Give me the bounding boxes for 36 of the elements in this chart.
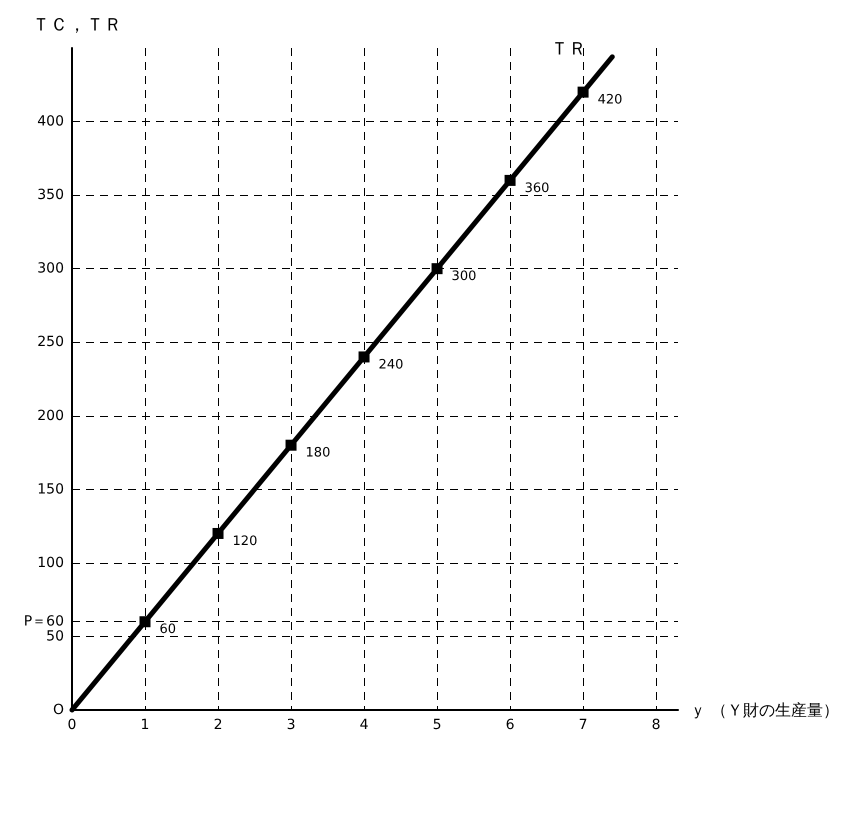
y-tick-label: 400 <box>37 114 64 130</box>
point <box>286 440 297 451</box>
x-tick-label: 2 <box>214 717 222 733</box>
data-label: 60 <box>160 622 176 638</box>
y-tick-label: 300 <box>37 260 64 277</box>
x-tick-label: 7 <box>578 717 588 733</box>
data-label: 240 <box>378 357 404 372</box>
y-tick-label: 250 <box>37 334 64 350</box>
y-tick-label: 100 <box>37 554 64 571</box>
x-tick-label: 6 <box>506 717 515 733</box>
y-tick-label: 50 <box>46 628 64 644</box>
data-label: 120 <box>232 534 258 549</box>
point <box>140 616 151 628</box>
y-tick-label: 200 <box>37 408 64 424</box>
data-label: 300 <box>452 269 476 284</box>
y-tick-label: 150 <box>37 481 64 498</box>
point <box>212 528 224 539</box>
x-tick-label: 1 <box>140 717 150 733</box>
x-tick-label: 5 <box>432 717 442 733</box>
x-tick-label: 8 <box>652 717 661 733</box>
data-label: 420 <box>598 92 622 108</box>
x-tick-label: 0 <box>68 717 76 733</box>
point <box>578 86 589 98</box>
x-axis-title: ｙ （Ｙ財の生産量） <box>690 700 840 720</box>
data-label: 180 <box>306 446 330 461</box>
point <box>432 263 443 274</box>
y-tick-label: O <box>52 702 64 718</box>
data-label: 360 <box>524 180 550 196</box>
point <box>504 174 516 186</box>
point <box>358 351 370 362</box>
y-tick-label: P＝60 <box>24 614 64 630</box>
series-label: ＴＲ <box>550 38 586 60</box>
y-axis-title: ＴＣ，ＴＲ <box>32 14 122 36</box>
y-tick-label: 350 <box>37 187 64 204</box>
x-tick-label: 4 <box>360 717 369 733</box>
x-tick-label: 3 <box>286 717 296 733</box>
